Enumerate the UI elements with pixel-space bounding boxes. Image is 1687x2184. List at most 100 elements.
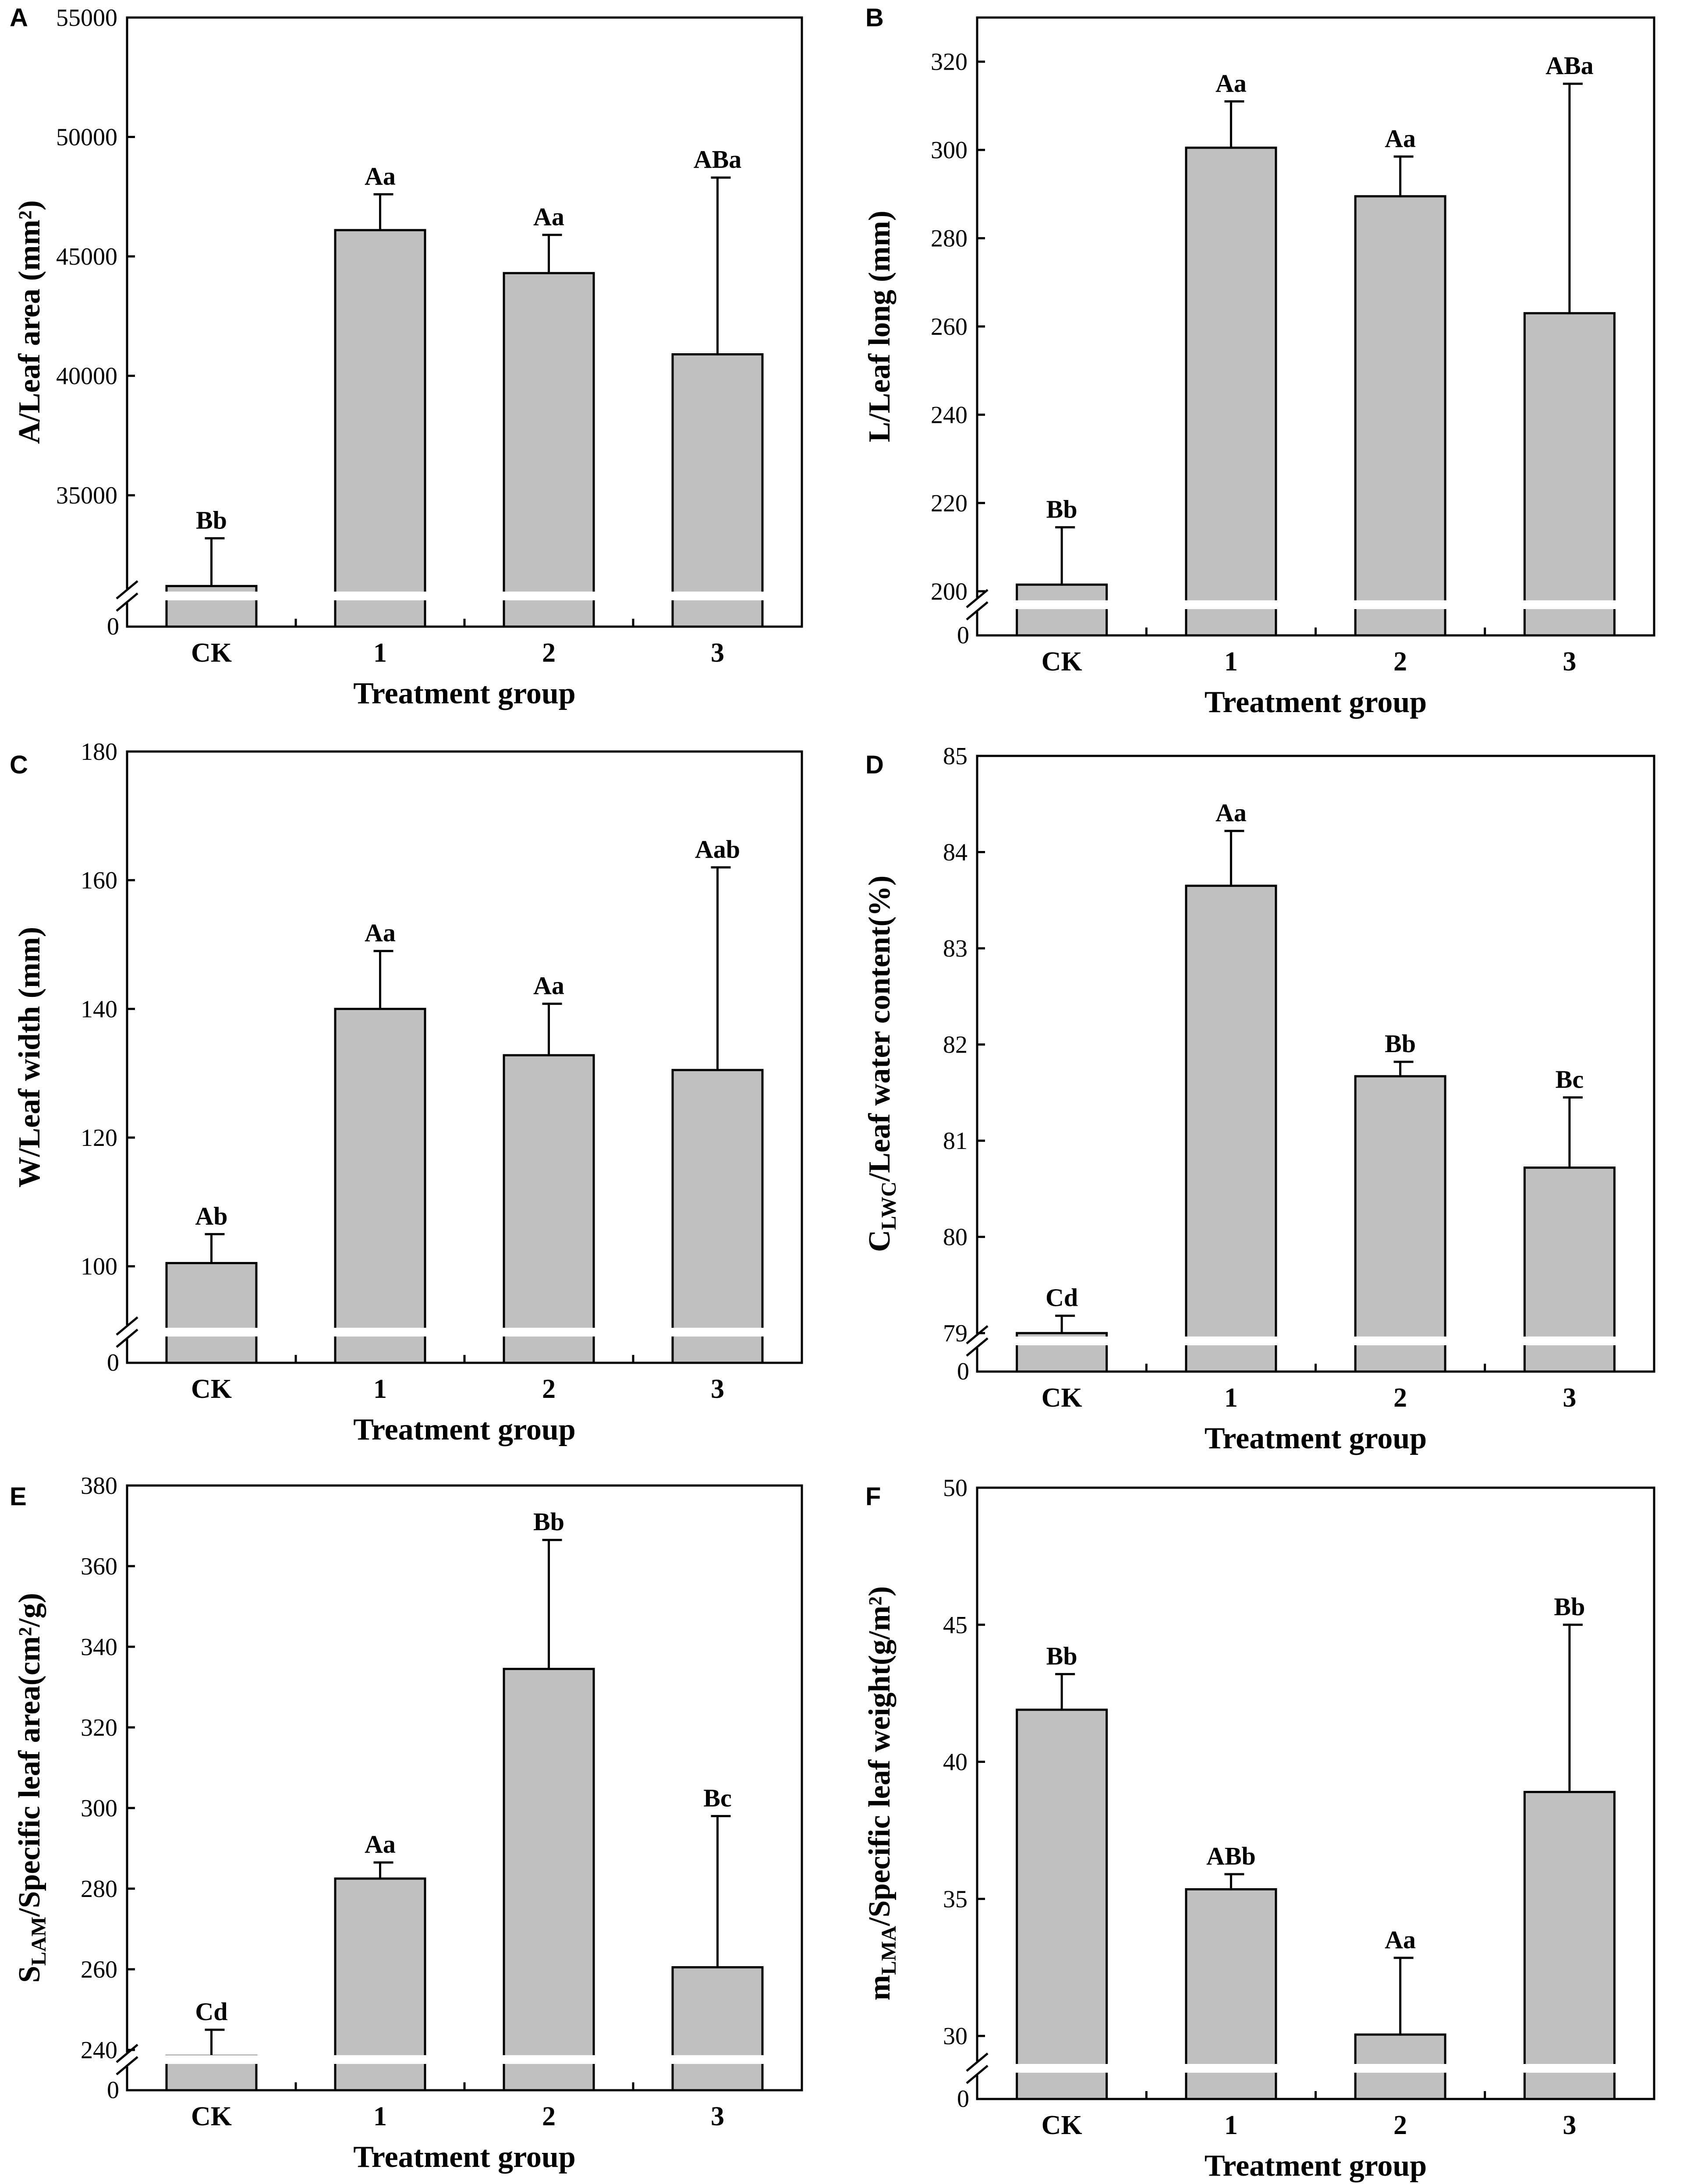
- axis-break-band: [671, 1328, 764, 1337]
- y-tick-label: 200: [931, 578, 968, 605]
- significance-label: ABa: [1545, 51, 1594, 80]
- y-axis-label: L/Leaf long (mm): [863, 211, 897, 443]
- x-tick-label: 2: [1393, 2110, 1407, 2140]
- y-tick-label: 260: [81, 1956, 117, 1983]
- significance-label: Bc: [703, 1783, 731, 1812]
- x-tick-label: CK: [1042, 647, 1082, 677]
- axis-break-band: [1015, 1337, 1109, 1345]
- panel-f: F Bb ABb Aa Bb 0 30 35 40 45 50 CK 1 2 3 Treatment grou…: [863, 1475, 1655, 2183]
- significance-label: Aa: [365, 1830, 396, 1858]
- x-tick-label: 3: [1563, 2110, 1576, 2140]
- axis-break-band: [502, 592, 595, 600]
- y-axis-label: W/Leaf width (mm): [13, 927, 46, 1188]
- x-tick-label: CK: [191, 638, 232, 668]
- y-tick-label: 40000: [56, 363, 117, 390]
- y-axis-break-slash: [116, 2044, 138, 2063]
- x-axis-label: Treatment group: [353, 1413, 575, 1447]
- axis-break-band: [671, 592, 764, 600]
- x-tick-label: 1: [1224, 647, 1238, 677]
- panel-letter: E: [10, 1482, 27, 1511]
- y-tick-label: 280: [81, 1876, 117, 1903]
- significance-label: Bb: [1554, 1592, 1585, 1621]
- y-axis-break-slash: [966, 601, 989, 620]
- significance-label: Bc: [1556, 1065, 1584, 1093]
- x-tick-label: 1: [1224, 2110, 1238, 2140]
- x-tick-label: 1: [373, 638, 387, 668]
- bar-2: [1354, 195, 1446, 637]
- x-tick-label: 1: [1224, 1383, 1238, 1413]
- bar-1: [334, 229, 426, 628]
- x-tick-label: CK: [191, 2102, 232, 2131]
- x-tick-label: CK: [1042, 1383, 1082, 1413]
- y-tick-label: 300: [81, 1795, 117, 1822]
- bar-3: [1523, 312, 1616, 637]
- x-tick-label: 1: [373, 1374, 387, 1404]
- y-tick-label: 220: [931, 490, 968, 517]
- significance-label: Ab: [195, 1202, 227, 1230]
- x-axis-label: Treatment group: [353, 677, 575, 710]
- y-axis-label: CLWC/Leaf water content(%): [863, 876, 900, 1252]
- significance-label: ABa: [694, 145, 742, 174]
- y-tick-label: 45000: [56, 243, 117, 270]
- y-tick-label: 85: [943, 743, 968, 770]
- y-axis-break-slash: [116, 580, 138, 599]
- axis-break-band: [333, 2055, 427, 2064]
- y-tick-label: 45: [943, 1612, 968, 1639]
- bar-2: [1354, 1075, 1446, 1373]
- y-axis-label: A/Leaf area (mm²): [13, 200, 46, 444]
- x-tick-label: 2: [542, 1374, 556, 1404]
- y-tick-label: 79: [943, 1320, 968, 1347]
- significance-label: Bb: [1046, 495, 1077, 523]
- significance-label: Bb: [1385, 1029, 1416, 1058]
- significance-label: ABb: [1206, 1842, 1256, 1870]
- significance-label: Aa: [1385, 124, 1416, 152]
- axis-break-band: [1354, 600, 1447, 609]
- bar-2: [503, 272, 595, 628]
- axis-break-band: [333, 592, 427, 600]
- significance-label: Aa: [1385, 1925, 1416, 1954]
- y-tick-label: 84: [943, 839, 968, 866]
- y-tick-label: 80: [943, 1224, 968, 1251]
- bar-1: [334, 1007, 426, 1364]
- axis-break-band: [502, 1328, 595, 1337]
- x-tick-label: CK: [1042, 2110, 1082, 2140]
- y-tick-label-zero: 0: [107, 1349, 119, 1376]
- y-tick-label: 81: [943, 1127, 968, 1155]
- bar-1: [1185, 146, 1277, 637]
- axis-break-band: [1184, 2064, 1278, 2073]
- bar-3: [671, 1069, 764, 1364]
- y-axis-break-slash: [966, 589, 989, 608]
- panel-c: C Ab Aa Aa Aab 0 100 120 140 160 180 CK 1 2 3 Treatment…: [10, 738, 803, 1447]
- y-tick-label: 260: [931, 313, 968, 340]
- significance-label: Bb: [196, 506, 227, 534]
- axis-break-band: [333, 1328, 427, 1337]
- significance-label: Aa: [1216, 798, 1247, 827]
- axis-break-band: [1015, 2064, 1109, 2073]
- y-tick-label: 340: [81, 1634, 117, 1661]
- y-tick-label: 180: [81, 738, 117, 766]
- y-axis-break-slash: [116, 2056, 138, 2075]
- x-tick-label: 3: [1563, 1383, 1576, 1413]
- y-axis-break-slash: [966, 2065, 989, 2084]
- y-tick-label: 240: [81, 2037, 117, 2064]
- y-axis-break-slash: [116, 592, 138, 612]
- y-tick-label: 83: [943, 935, 968, 962]
- x-tick-label: 2: [1393, 1383, 1407, 1413]
- panel-e: E Cd Aa Bb Bc 0 240 260 280 300 320 340 360 380 CK 1 2 3 T…: [10, 1472, 803, 2174]
- axis-break-band: [165, 1328, 258, 1337]
- bar-2: [503, 1054, 595, 1364]
- y-tick-label: 280: [931, 225, 968, 252]
- x-axis-label: Treatment group: [353, 2140, 575, 2174]
- x-tick-label: 3: [711, 1374, 724, 1404]
- axis-break-band: [671, 2055, 764, 2064]
- x-axis-label: Treatment group: [1205, 685, 1427, 719]
- x-tick-label: 1: [373, 2102, 387, 2131]
- axis-break-band: [1015, 600, 1109, 609]
- x-tick-label: 3: [1563, 647, 1576, 677]
- axis-break-band: [1184, 1337, 1278, 1345]
- y-tick-label: 35: [943, 1886, 968, 1913]
- significance-label: Bb: [1046, 1642, 1077, 1670]
- panel-letter: C: [10, 751, 28, 779]
- x-tick-label: CK: [191, 1374, 232, 1404]
